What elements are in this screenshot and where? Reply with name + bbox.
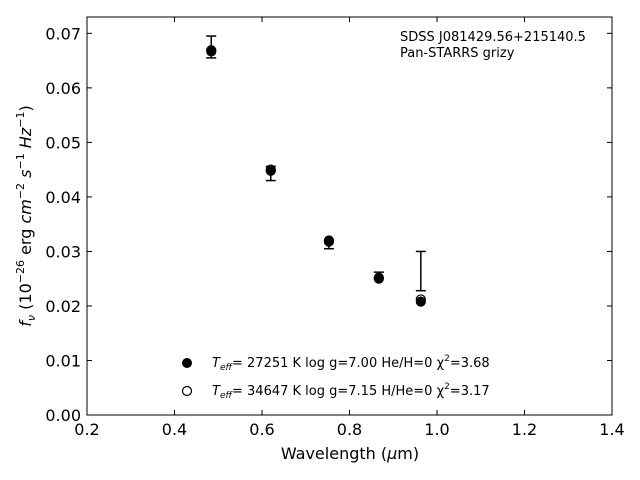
legend: Teff= 27251 K log g=7.00 He/H=0 χ2=3.68 … bbox=[181, 354, 490, 401]
x-tick-label: 1.4 bbox=[599, 420, 624, 439]
y-tick-label: 0.05 bbox=[45, 133, 81, 152]
legend-entry-1: Teff= 27251 K log g=7.00 He/H=0 χ2=3.68 bbox=[212, 354, 490, 373]
x-tick-label: 0.2 bbox=[74, 420, 99, 439]
y-tick-label: 0.00 bbox=[45, 406, 81, 425]
y-tick-label: 0.07 bbox=[45, 24, 81, 43]
y-tick-label: 0.02 bbox=[45, 297, 81, 316]
x-tick-label: 0.6 bbox=[249, 420, 274, 439]
observed-point bbox=[415, 250, 426, 292]
model-point-filled bbox=[415, 296, 426, 307]
model-point-filled bbox=[373, 273, 384, 284]
error-bars bbox=[206, 35, 426, 292]
y-tick-label: 0.04 bbox=[45, 188, 81, 207]
annotation-line-1: SDSS J081429.56+215140.5 bbox=[400, 30, 586, 45]
y-tick-label: 0.01 bbox=[45, 351, 81, 370]
ticks: 0.2 0.4 0.6 0.8 1.0 1.2 1.4 0.00 0.01 0.02 0.03 0.0… bbox=[45, 17, 625, 439]
y-tick-label: 0.06 bbox=[45, 79, 81, 98]
x-tick-label: 1.2 bbox=[512, 420, 537, 439]
x-tick-label: 0.8 bbox=[337, 420, 362, 439]
y-tick-label: 0.03 bbox=[45, 242, 81, 261]
y-axis-label: fν (10−26 erg cm−2 s−1 Hz−1) bbox=[14, 105, 38, 326]
annotation-line-2: Pan-STARRS grizy bbox=[400, 46, 515, 61]
x-tick-label: 1.0 bbox=[424, 420, 449, 439]
legend-marker-open bbox=[181, 385, 193, 397]
markers bbox=[206, 45, 426, 307]
model-point-filled bbox=[323, 235, 335, 246]
x-axis-label: Wavelength (μm) bbox=[281, 444, 419, 463]
legend-marker-filled bbox=[182, 358, 192, 368]
x-tick-label: 0.4 bbox=[162, 420, 187, 439]
model-point-filled bbox=[265, 165, 276, 176]
model-point-filled bbox=[206, 46, 217, 57]
legend-entry-2: Teff= 34647 K log g=7.15 H/He=0 χ2=3.17 bbox=[212, 382, 490, 401]
